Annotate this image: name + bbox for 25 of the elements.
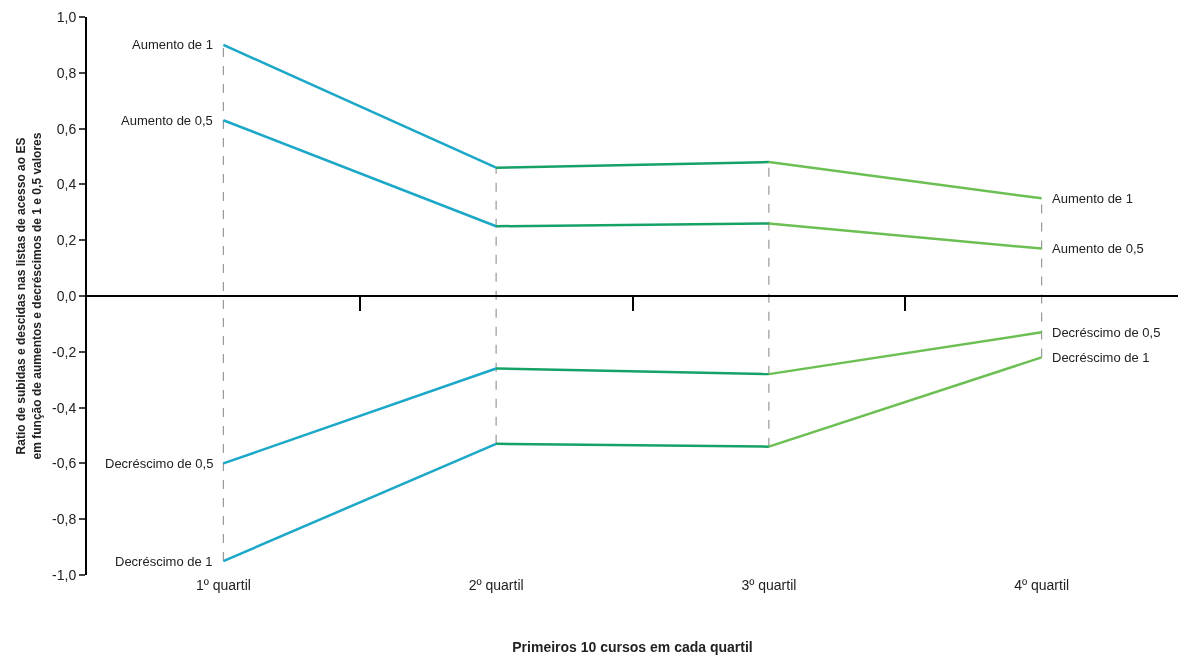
y-tick-label: 0,4 bbox=[56, 176, 77, 193]
y-tick-label: 1,0 bbox=[56, 8, 77, 25]
y-tick-label: -0,6 bbox=[52, 455, 77, 472]
x-tick-label: 4º quartil bbox=[1014, 577, 1070, 593]
y-tick-label: -0,2 bbox=[52, 343, 77, 360]
series-label: Decréscimo de 0,5 bbox=[105, 456, 214, 471]
y-tick-label: -1,0 bbox=[52, 566, 77, 583]
series-label: Aumento de 1 bbox=[1052, 191, 1133, 206]
y-tick-label: -0,4 bbox=[52, 399, 77, 416]
series-label: Decréscimo de 0,5 bbox=[1052, 325, 1161, 340]
y-axis-title: Ratio de subidas e descidas nas listas de acesso ao ES em função de aumentos e decréscimos de 1 e 0,5 valores bbox=[14, 132, 44, 460]
x-tick-label: 3º quartil bbox=[741, 577, 797, 593]
y-tick-label: 0,0 bbox=[56, 287, 77, 304]
y-tick-label: 0,6 bbox=[56, 120, 77, 137]
x-axis-title: Primeiros 10 cursos em cada quartil bbox=[512, 639, 753, 656]
y-tick-label: 0,2 bbox=[56, 232, 77, 249]
y-tick-label: -0,8 bbox=[52, 511, 77, 528]
y-tick-label: 0,8 bbox=[56, 64, 77, 81]
x-tick-label: 1º quartil bbox=[195, 577, 251, 593]
series-label: Decréscimo de 1 bbox=[115, 554, 213, 569]
series-label: Decréscimo de 1 bbox=[1052, 350, 1150, 365]
x-tick-label: 2º quartil bbox=[468, 577, 524, 593]
series-label: Aumento de 1 bbox=[132, 37, 213, 52]
series-label: Aumento de 0,5 bbox=[121, 113, 213, 128]
series-label: Aumento de 0,5 bbox=[1052, 241, 1144, 256]
